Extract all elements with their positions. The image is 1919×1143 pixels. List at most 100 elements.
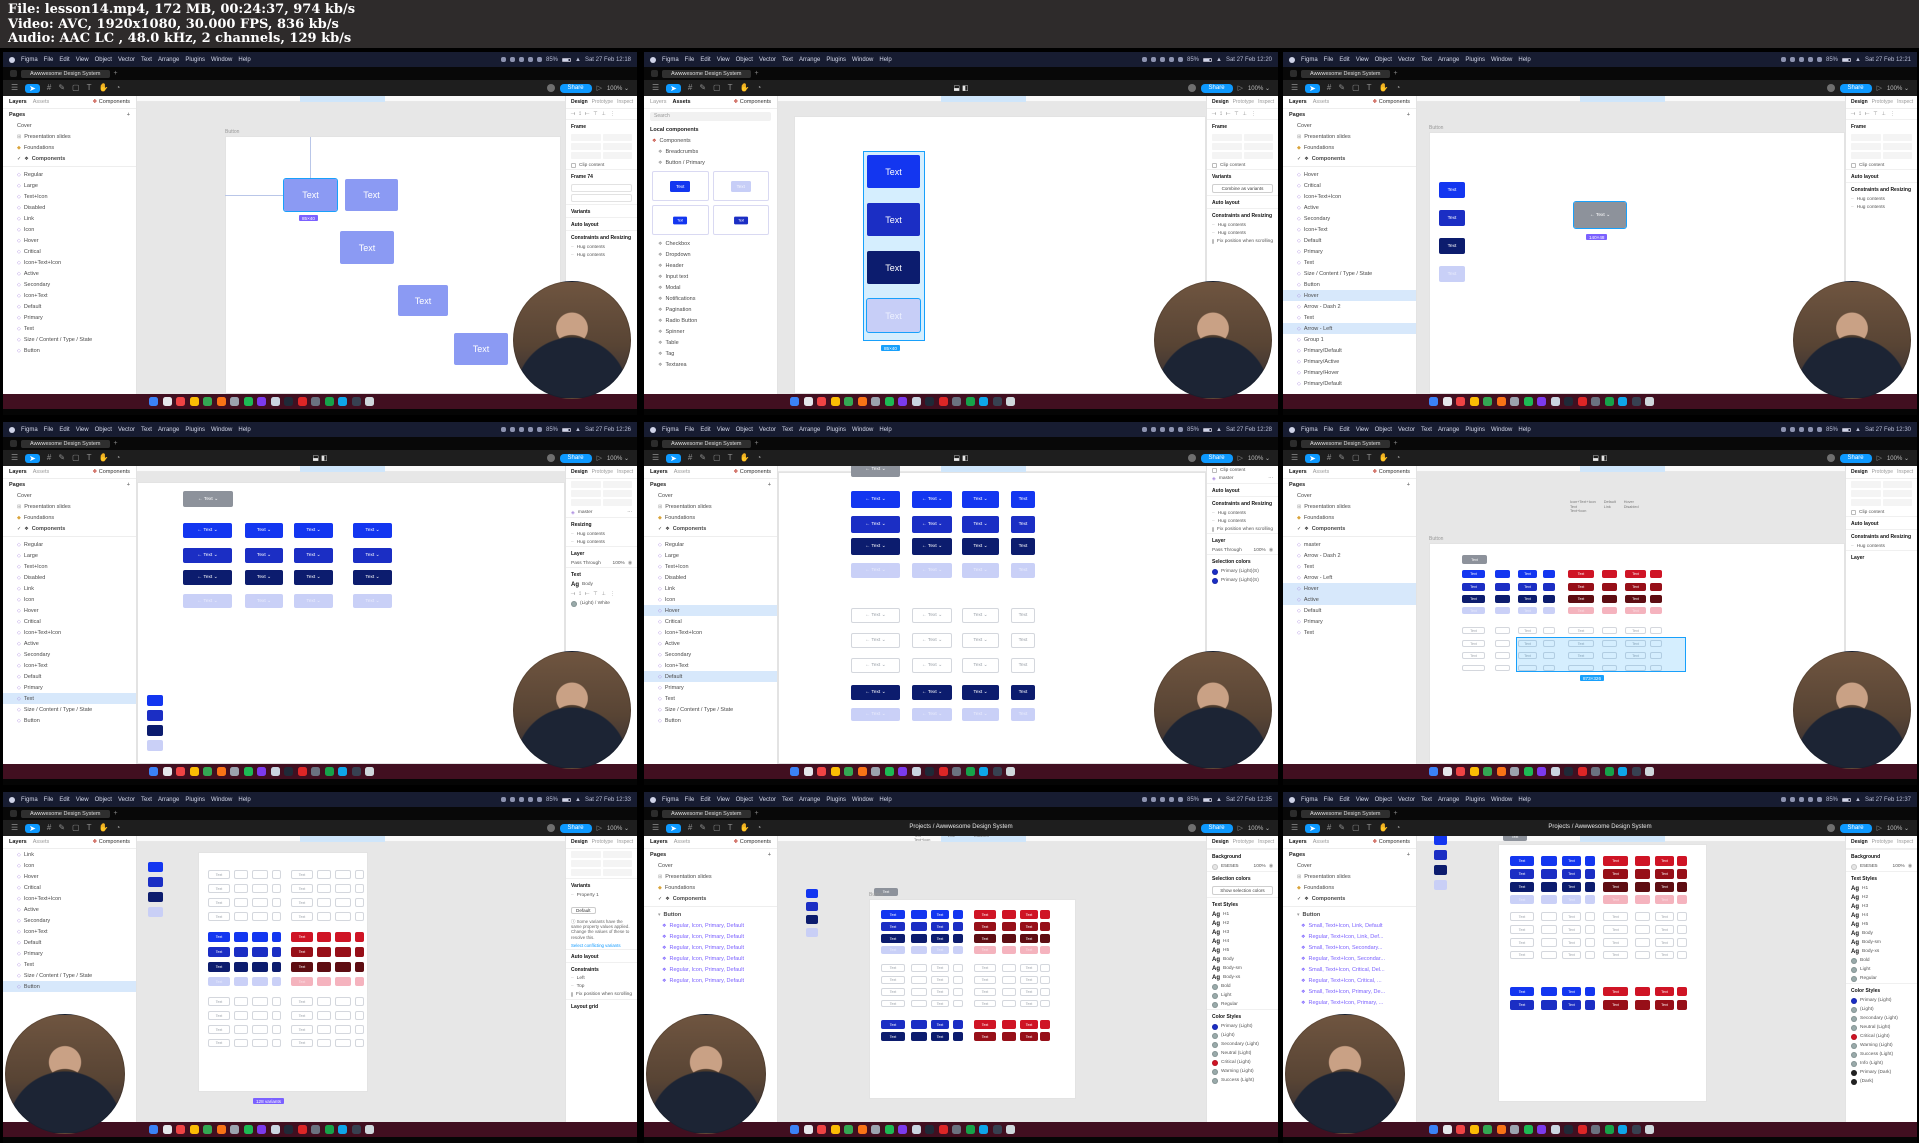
panel-row[interactable]: – Hug contents [1207, 221, 1278, 229]
dock-app-icon[interactable] [871, 1125, 880, 1134]
menu-item[interactable]: Figma [662, 426, 679, 433]
variant-grid-button[interactable]: Text [1020, 922, 1038, 931]
property-field[interactable] [602, 481, 632, 488]
canvas-area[interactable]: LargeDefaultTextIcon+TextIcon+Text+IconT… [778, 836, 1206, 1122]
dock-app-icon[interactable] [176, 767, 185, 776]
add-page-icon[interactable]: + [126, 112, 130, 118]
variant-grid-button[interactable] [252, 947, 268, 957]
variant-grid-button[interactable] [272, 898, 281, 907]
tab-inspect[interactable]: Inspect [617, 469, 634, 475]
file-tab[interactable]: Awwwesome Design System [21, 69, 110, 78]
variant-grid-button[interactable] [1040, 988, 1050, 996]
variant-grid-button[interactable]: Text [1568, 595, 1594, 603]
layer-item[interactable]: ◇ Icon [3, 224, 136, 235]
text-style-row[interactable]: Ag Body [1207, 955, 1278, 964]
asset-item[interactable]: ❖ Notifications [644, 293, 777, 304]
align-icon[interactable]: ⟞ [571, 111, 576, 117]
variant-grid-button[interactable]: Text [1603, 912, 1628, 921]
dock-app-icon[interactable] [189, 767, 199, 776]
menu-item[interactable]: View [1355, 56, 1369, 63]
status-icon[interactable] [1159, 427, 1165, 432]
variant-grid-button[interactable] [317, 932, 331, 942]
variant-grid-button[interactable]: Text [1510, 925, 1534, 934]
menu-item[interactable]: Plugins [185, 796, 206, 803]
dock-app-icon[interactable] [1631, 767, 1641, 776]
menu-item[interactable]: View [1355, 796, 1369, 803]
property-field[interactable] [1851, 143, 1881, 150]
toolbar-icon[interactable]: ◔ [115, 83, 121, 92]
page-item[interactable]: ◆ Foundations [1283, 142, 1416, 153]
dock-app-icon[interactable] [230, 397, 239, 406]
menu-item[interactable]: Plugins [185, 56, 206, 63]
align-icon[interactable]: ⊤ [593, 591, 598, 597]
color-style-row[interactable]: Primary (Dark) [1846, 1068, 1917, 1077]
align-icon[interactable]: ⟟ [1859, 111, 1862, 117]
variant-grid-button[interactable] [1002, 1000, 1016, 1007]
variant-grid-button[interactable] [252, 884, 268, 893]
canvas-button[interactable]: Text [345, 179, 398, 211]
page-item[interactable]: ⊞ Presentation slides [3, 131, 136, 142]
layer-item[interactable]: ◇ Text [1283, 561, 1416, 572]
layer-item[interactable]: ◇ Button [3, 981, 136, 992]
menu-item[interactable]: Help [1518, 56, 1531, 63]
variant-grid-button[interactable]: Text [1020, 964, 1038, 972]
menu-item[interactable]: Text [1420, 426, 1432, 433]
variant-grid-button[interactable]: Text ⌄ [962, 608, 999, 623]
property-field[interactable] [602, 143, 632, 150]
variant-grid-button[interactable] [1543, 595, 1555, 603]
present-icon[interactable]: ▷ [596, 825, 602, 832]
canvas-area[interactable]: Button Text Text Text Text Text 85×40 [137, 96, 565, 394]
variant-grid-button[interactable] [1040, 1032, 1050, 1041]
property-field[interactable] [571, 490, 601, 497]
panel-row[interactable]: – Hug contents [1846, 195, 1917, 203]
canvas-button[interactable]: Text [867, 251, 920, 284]
variant-grid-button[interactable]: Text [1462, 607, 1485, 614]
variant-grid-button[interactable]: Text [1020, 946, 1038, 954]
tab-assets[interactable]: Assets [673, 839, 691, 845]
variant-grid-button[interactable] [1677, 987, 1687, 996]
dock-app-icon[interactable] [1604, 397, 1614, 406]
component-name-item[interactable]: ❖ Regular, Text+Icon, Primary, ... [1283, 997, 1416, 1008]
variant-grid-button[interactable] [1541, 951, 1557, 959]
dock-app-icon[interactable] [351, 397, 361, 406]
variant-grid-button[interactable] [911, 1032, 927, 1041]
menu-item[interactable]: Text [140, 56, 152, 63]
panel-row[interactable]: – Hug contents [1846, 203, 1917, 211]
toolbar-icon[interactable]: ✋ [739, 823, 750, 832]
toolbar-icon[interactable]: # [1326, 823, 1332, 832]
home-icon[interactable] [1290, 440, 1297, 447]
variant-grid-button[interactable] [252, 898, 268, 907]
variant-grid-button[interactable]: Text ⌄ [962, 563, 999, 578]
variant-grid-button[interactable] [911, 934, 927, 943]
checkbox-row[interactable]: Clip content [1846, 161, 1917, 169]
file-tab[interactable]: Awwwesome Design System [662, 809, 751, 818]
dock-app-icon[interactable] [965, 397, 975, 406]
page-item[interactable]: ✓ ❖ Components [3, 153, 136, 164]
new-tab-icon[interactable]: + [754, 70, 759, 77]
variant-grid-button[interactable]: Text [1510, 912, 1534, 921]
align-icon[interactable]: ⟟ [579, 591, 582, 597]
dock-app-icon[interactable] [1577, 397, 1587, 406]
dock-app-icon[interactable] [1496, 397, 1506, 406]
variant-grid-button[interactable] [953, 1032, 963, 1041]
move-tool[interactable]: ➤ [666, 453, 681, 463]
variant-grid-button[interactable] [1495, 665, 1510, 671]
new-tab-icon[interactable]: + [113, 810, 118, 817]
toolbar-icon[interactable]: ☰ [652, 453, 660, 462]
dock-app-icon[interactable] [803, 397, 813, 406]
tab-prototype[interactable]: Prototype [1871, 99, 1894, 105]
variant-grid-button[interactable] [355, 1025, 364, 1034]
menu-item[interactable]: View [1355, 426, 1369, 433]
tab-assets[interactable]: Assets [1312, 469, 1330, 475]
status-icon[interactable] [500, 427, 506, 432]
conflict-link[interactable]: Select conflicting variants [571, 942, 621, 948]
variant-grid-button[interactable]: Text [1518, 583, 1537, 591]
asset-item[interactable]: ❖ Radio Button [644, 315, 777, 326]
status-icon[interactable] [1168, 427, 1174, 432]
layer-item[interactable]: ◇ Active [1283, 594, 1416, 605]
component-preview-card[interactable]: Text [652, 205, 709, 235]
apple-icon[interactable] [650, 56, 656, 63]
file-tab[interactable]: Awwwesome Design System [662, 69, 751, 78]
variant-grid-button[interactable] [317, 912, 331, 921]
status-icon[interactable] [1816, 427, 1822, 432]
